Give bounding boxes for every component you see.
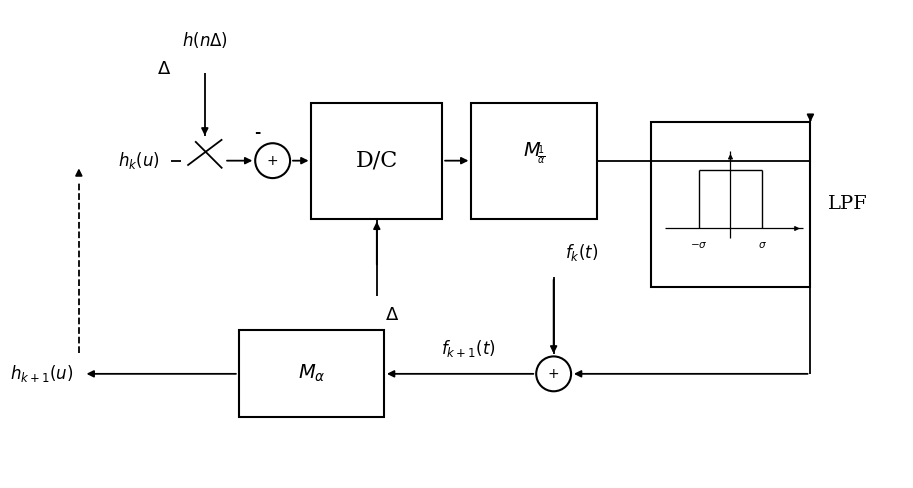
- Circle shape: [536, 356, 572, 391]
- Text: $\sigma$: $\sigma$: [758, 240, 766, 250]
- Text: +: +: [267, 154, 278, 168]
- Text: $-\sigma$: $-\sigma$: [690, 240, 708, 250]
- Text: $h_k(u)$: $h_k(u)$: [118, 150, 160, 171]
- Text: $h_{k+1}(u)$: $h_{k+1}(u)$: [10, 364, 74, 385]
- Text: $\Delta$: $\Delta$: [384, 306, 399, 324]
- Bar: [651, 122, 811, 286]
- Text: $M_{\alpha}$: $M_{\alpha}$: [298, 363, 325, 385]
- Text: -: -: [254, 125, 260, 141]
- Text: $h(n\Delta)$: $h(n\Delta)$: [182, 30, 228, 50]
- Text: +: +: [548, 367, 560, 381]
- Text: $\Delta$: $\Delta$: [157, 61, 172, 78]
- Circle shape: [256, 143, 290, 178]
- Bar: [471, 102, 597, 219]
- Text: D/C: D/C: [356, 150, 398, 172]
- Bar: [238, 330, 384, 417]
- Text: $M_{\!\frac{1}{\alpha}}$: $M_{\!\frac{1}{\alpha}}$: [523, 141, 546, 165]
- Text: $f_k(t)$: $f_k(t)$: [565, 242, 598, 263]
- Text: $f_{k+1}(t)$: $f_{k+1}(t)$: [441, 338, 497, 359]
- Text: LPF: LPF: [828, 195, 867, 213]
- Bar: [311, 102, 442, 219]
